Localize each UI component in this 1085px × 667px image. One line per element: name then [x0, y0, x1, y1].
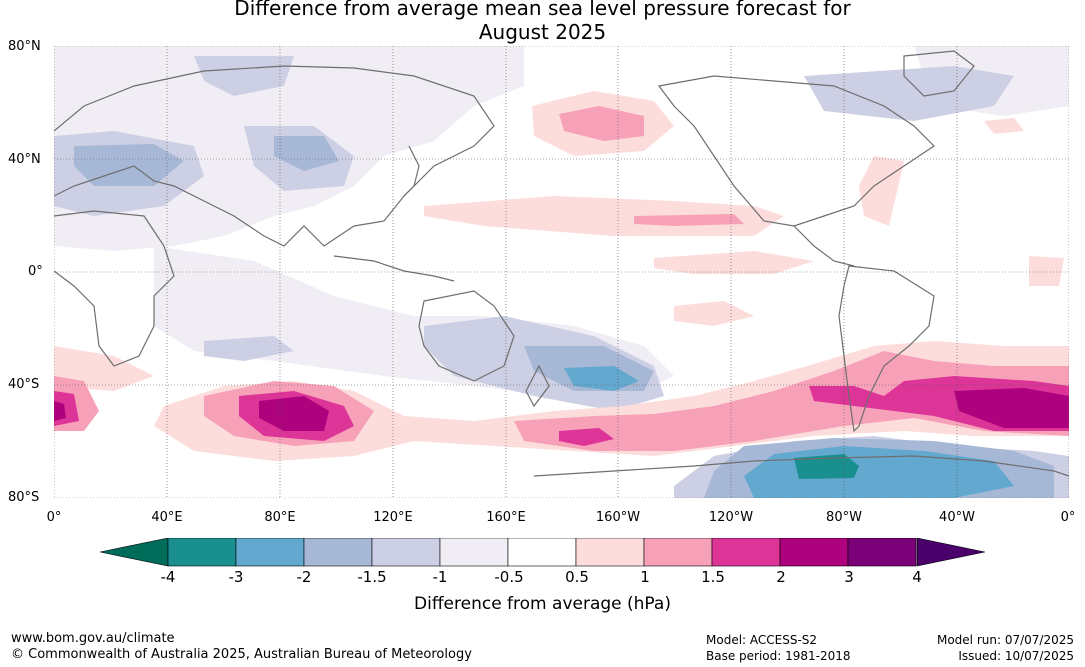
colorbar-label: Difference from average (hPa): [414, 594, 671, 614]
colorbar-svg: [99, 537, 986, 567]
lon-label-80w: 80°W: [826, 510, 862, 525]
outline-indonesia: [333, 255, 455, 282]
colorbar-cell: [235, 537, 305, 567]
colorbar: [99, 537, 986, 578]
outline-africa: [54, 210, 175, 367]
colorbar-high-extend: [916, 537, 986, 567]
footer-issued: Issued: 10/07/2025: [958, 649, 1074, 663]
continent-outlines: [54, 50, 1069, 477]
map-title: Difference from average mean sea level p…: [0, 0, 1085, 44]
outline-central-america: [793, 225, 855, 267]
lon-label-0-right: 0°: [1060, 510, 1076, 525]
colorbar-cells: [167, 537, 917, 567]
colorbar-cell: [167, 537, 237, 567]
colorbar-tick: -3: [228, 568, 244, 586]
lat-label-equator: 0°: [28, 264, 43, 279]
graticule: [54, 46, 1069, 498]
colorbar-tick: -1: [432, 568, 448, 586]
anomaly-band-positive-4: [54, 388, 1069, 431]
outline-greenland: [903, 50, 975, 97]
lon-label-120w: 120°W: [708, 510, 754, 525]
colorbar-cell: [439, 537, 509, 567]
pressure-anomaly-map: [54, 46, 1069, 498]
colorbar-tick: -1.5: [357, 568, 387, 586]
colorbar-tick: 3: [844, 568, 854, 586]
colorbar-cell: [507, 537, 577, 567]
title-line-1: Difference from average mean sea level p…: [234, 0, 851, 20]
colorbar-tick: -0.5: [494, 568, 524, 586]
footer-base-period: Base period: 1981-2018: [706, 649, 851, 663]
lon-label-40e: 40°E: [151, 510, 183, 525]
colorbar-tick: 4: [912, 568, 922, 586]
outline-north-america: [657, 75, 935, 227]
lon-label-0-left: 0°: [46, 510, 62, 525]
outline-new-zealand: [525, 364, 550, 408]
map-canvas: [54, 46, 1069, 498]
lon-label-160e: 160°E: [486, 510, 526, 525]
colorbar-tick: -4: [160, 568, 176, 586]
lon-label-160w: 160°W: [595, 510, 641, 525]
colorbar-tick: 1: [640, 568, 650, 586]
lon-label-120e: 120°E: [373, 510, 413, 525]
lat-label-40n: 40°N: [8, 152, 41, 167]
footer-website[interactable]: www.bom.gov.au/climate: [11, 631, 175, 646]
lon-label-40w: 40°W: [939, 510, 975, 525]
colorbar-tick: 2: [776, 568, 786, 586]
footer-model: Model: ACCESS-S2: [706, 633, 818, 647]
anomaly-band-negative-4: [794, 454, 859, 479]
colorbar-low-extend: [99, 537, 169, 567]
colorbar-cell: [303, 537, 373, 567]
colorbar-cell: [711, 537, 781, 567]
footer-model-run: Model run: 07/07/2025: [936, 633, 1074, 647]
colorbar-cell: [643, 537, 713, 567]
lat-label-80n: 80°N: [8, 39, 41, 54]
colorbar-tick: 1.5: [701, 568, 725, 586]
lon-label-80e: 80°E: [264, 510, 296, 525]
colorbar-tick: -2: [296, 568, 312, 586]
outline-europe-asia: [54, 65, 495, 247]
colorbar-cell: [371, 537, 441, 567]
outline-japan: [403, 145, 420, 197]
lat-label-80s: 80°S: [8, 490, 40, 505]
outline-australia: [418, 290, 515, 382]
colorbar-cell: [847, 537, 917, 567]
lat-label-40s: 40°S: [8, 377, 40, 392]
footer-copyright: © Commonwealth of Australia 2025, Austra…: [11, 647, 472, 662]
title-line-2: August 2025: [478, 20, 607, 44]
outline-south-america: [838, 265, 935, 433]
colorbar-cell: [575, 537, 645, 567]
colorbar-tick: 0.5: [565, 568, 589, 586]
outline-antarctica: [533, 455, 1069, 477]
colorbar-cell: [779, 537, 849, 567]
